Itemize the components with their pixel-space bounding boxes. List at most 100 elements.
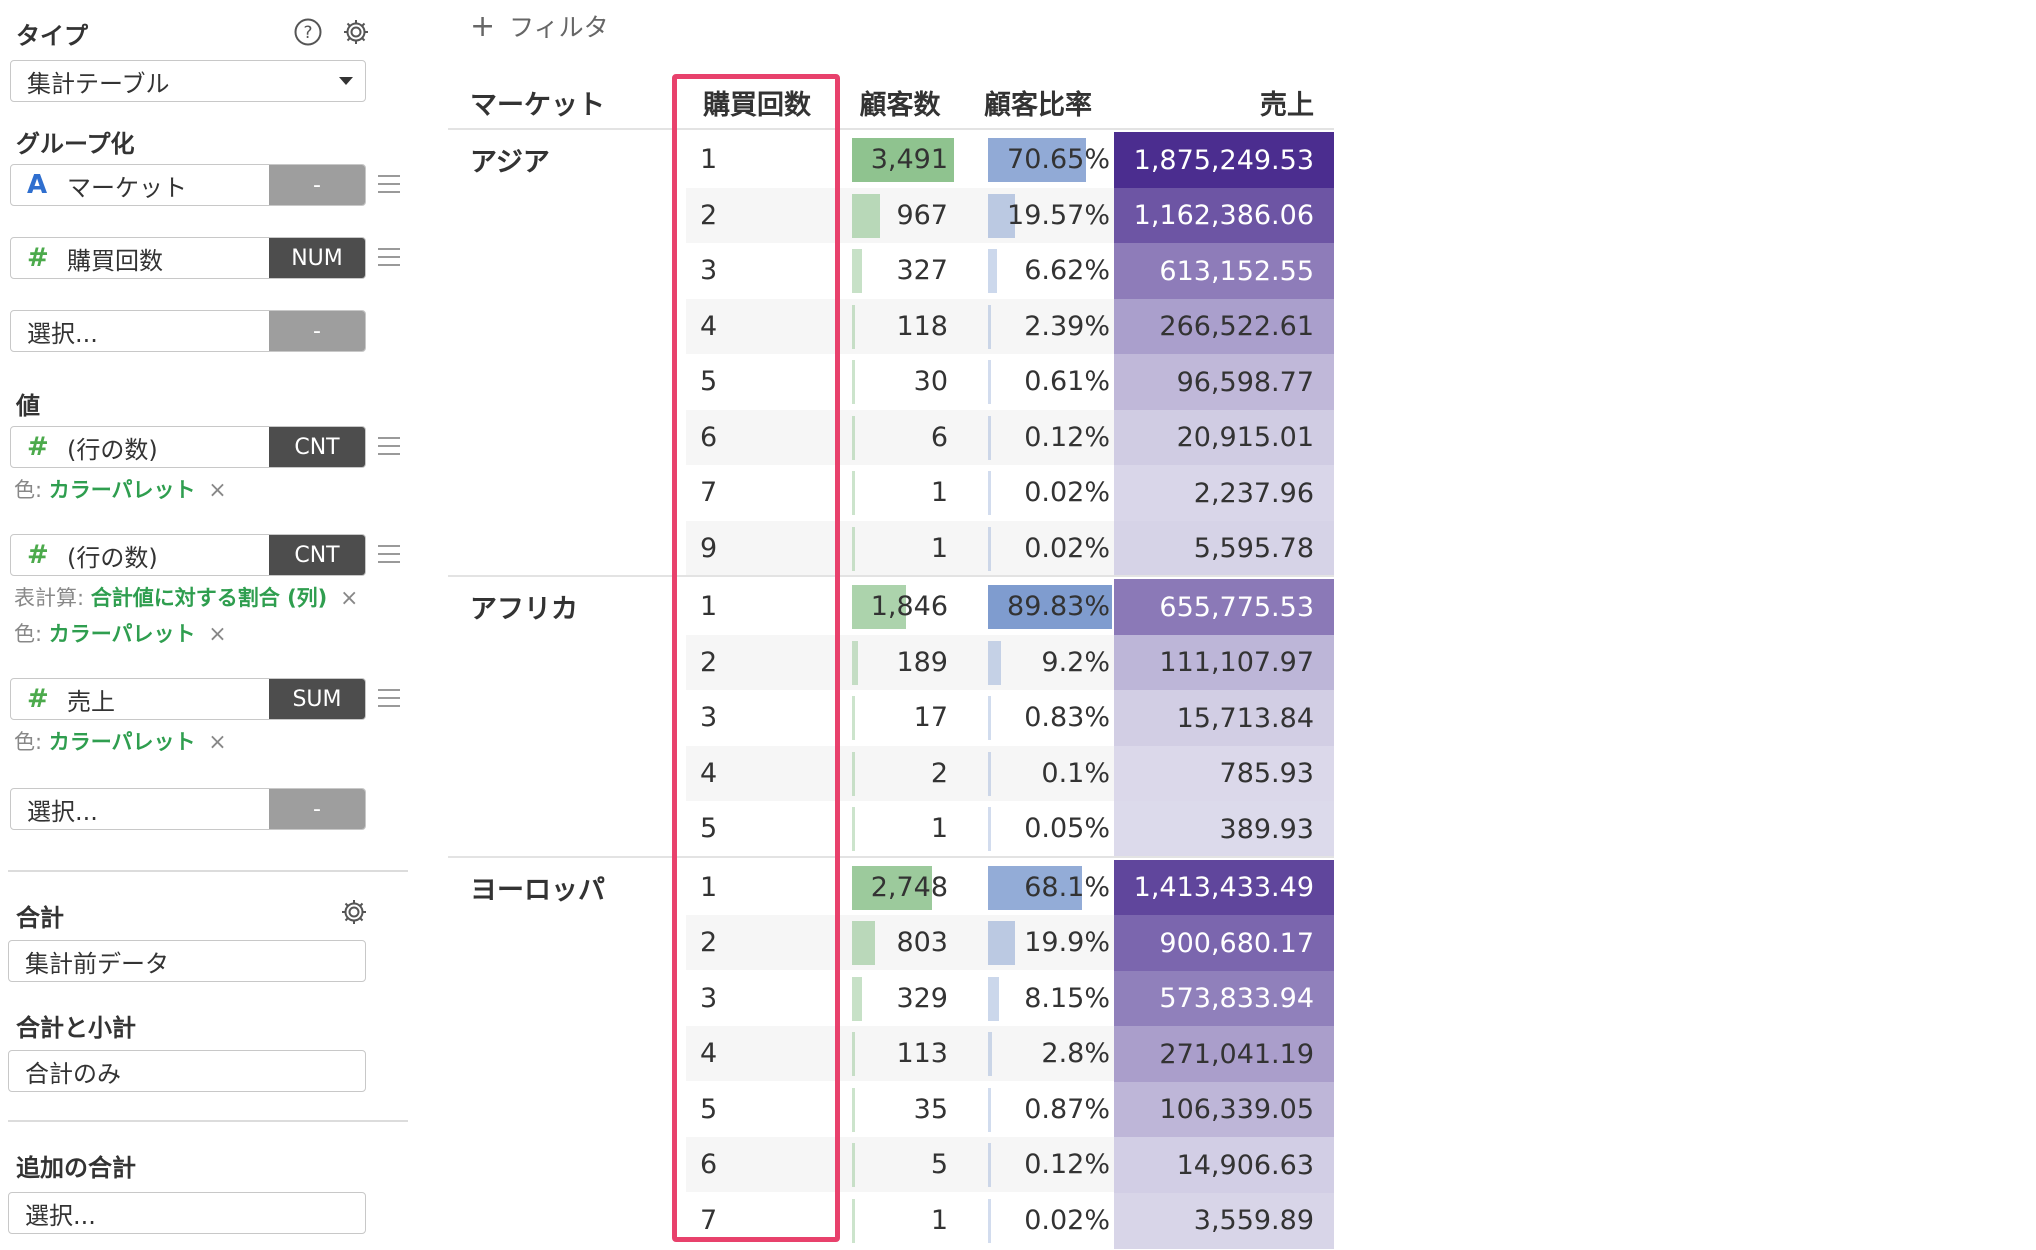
svg-text:?: ?	[303, 23, 312, 43]
color-palette-link[interactable]: カラーパレット	[48, 478, 196, 502]
sales-cell: 5,595.78	[1114, 520, 1334, 577]
group-field-tag[interactable]: NUM	[269, 238, 365, 278]
count-cell: 1	[700, 144, 718, 175]
customers-bar	[852, 976, 862, 1021]
market-label: アフリカ	[470, 594, 578, 625]
calc-link[interactable]: 合計値に対する割合 (列)	[90, 586, 328, 610]
sales-cell: 2,237.96	[1114, 465, 1334, 521]
sales-cell: 389.93	[1114, 801, 1334, 857]
count-cell: 3	[700, 255, 718, 286]
sales-cell: 613,152.55	[1114, 243, 1334, 299]
customers-bar	[852, 304, 856, 349]
value-field-tag[interactable]: -	[269, 789, 365, 829]
help-icon[interactable]: ?	[292, 16, 324, 48]
group-field-tag[interactable]: -	[269, 165, 365, 205]
group-field-select[interactable]: 選択... -	[10, 310, 366, 352]
customers-bar	[852, 138, 954, 182]
subtotal-section-title: 合計と小計	[16, 1014, 136, 1042]
add-filter-button[interactable]: + フィルタ	[470, 8, 609, 44]
close-icon[interactable]: ×	[208, 622, 227, 647]
group-field-tag[interactable]: -	[269, 311, 365, 351]
row-stripe	[686, 1026, 1114, 1081]
sales-cell: 106,339.05	[1114, 1081, 1334, 1138]
drag-handle-icon[interactable]	[378, 248, 400, 266]
customers-cell: 17	[913, 702, 948, 733]
ratio-cell: 9.2%	[1041, 646, 1110, 678]
drag-handle-icon[interactable]	[378, 689, 400, 707]
total-input[interactable]: 集計前データ	[8, 940, 366, 982]
value-field-select[interactable]: 選択... -	[10, 788, 366, 830]
market-label: アジア	[470, 147, 550, 178]
column-header-sales[interactable]: 売上	[1260, 89, 1314, 121]
ratio-bar	[988, 249, 998, 293]
value-field-tag[interactable]: SUM	[269, 679, 365, 719]
extra-total-input[interactable]: 選択...	[8, 1192, 366, 1234]
gear-icon[interactable]	[340, 16, 372, 48]
divider	[8, 870, 408, 872]
sales-cell: 1,875,249.53	[1114, 132, 1334, 188]
customers-cell: 189	[896, 646, 948, 678]
column-header-count[interactable]: 購買回数	[703, 89, 811, 121]
sales-cell: 15,713.84	[1114, 690, 1334, 746]
group-divider	[448, 575, 1334, 577]
value-field-label: 選択...	[27, 797, 98, 826]
count-cell: 7	[700, 477, 718, 508]
sales-cell: 785.93	[1114, 745, 1334, 802]
value-field-tag[interactable]: CNT	[269, 535, 365, 575]
color-palette-link[interactable]: カラーパレット	[48, 730, 196, 754]
group-field-count[interactable]: # 購買回数 NUM	[10, 237, 366, 279]
ratio-bar	[988, 921, 1016, 965]
number-type-icon: #	[27, 540, 49, 570]
ratio-cell: 0.1%	[1041, 757, 1110, 789]
value-field-rowcount-1[interactable]: # (行の数) CNT	[10, 426, 366, 468]
group-field-market[interactable]: A マーケット -	[10, 164, 366, 206]
ratio-cell: 89.83%	[1007, 591, 1110, 622]
close-icon[interactable]: ×	[208, 730, 227, 755]
sales-cell: 271,041.19	[1114, 1026, 1334, 1082]
type-section-title: タイプ	[16, 22, 88, 50]
customers-cell: 1	[930, 1204, 948, 1236]
ratio-bar	[988, 304, 992, 349]
ratio-bar	[988, 1032, 992, 1076]
customers-cell: 5	[930, 1149, 948, 1180]
ratio-cell: 19.57%	[1007, 199, 1110, 231]
drag-handle-icon[interactable]	[378, 175, 400, 193]
close-icon[interactable]: ×	[339, 586, 359, 611]
customers-cell: 118	[896, 310, 948, 342]
column-header-ratio[interactable]: 顧客比率	[984, 89, 1092, 121]
subtotal-input[interactable]: 合計のみ	[8, 1050, 366, 1092]
close-icon[interactable]: ×	[208, 478, 227, 503]
drag-handle-icon[interactable]	[378, 437, 400, 455]
column-header-market[interactable]: マーケット	[470, 89, 605, 121]
customers-bar	[852, 585, 906, 629]
gear-icon[interactable]	[338, 896, 370, 928]
customers-cell: 35	[913, 1093, 948, 1125]
plus-icon: +	[470, 8, 496, 44]
ratio-bar	[988, 696, 991, 740]
ratio-bar	[988, 865, 1082, 910]
sales-cell: 111,107.97	[1114, 634, 1334, 691]
row-stripe	[686, 298, 1114, 354]
column-header-customers[interactable]: 顧客数	[859, 89, 941, 121]
value-field-rowcount-2[interactable]: # (行の数) CNT	[10, 534, 366, 576]
value-field-sales[interactable]: # 売上 SUM	[10, 678, 366, 720]
color-palette-link[interactable]: カラーパレット	[48, 622, 196, 646]
ratio-cell: 0.83%	[1024, 702, 1110, 733]
row-stripe	[686, 915, 1114, 970]
count-cell: 5	[700, 813, 718, 844]
customers-cell: 1	[930, 532, 948, 564]
count-cell: 1	[700, 591, 718, 622]
sales-cell: 900,680.17	[1114, 915, 1334, 971]
drag-handle-icon[interactable]	[378, 545, 400, 563]
customers-cell: 1	[930, 813, 948, 844]
value-section-title: 値	[16, 392, 40, 420]
value-field-tag[interactable]: CNT	[269, 427, 365, 467]
customers-cell: 327	[896, 255, 948, 286]
ratio-bar	[988, 640, 1001, 685]
group-field-label: マーケット	[67, 173, 187, 202]
ratio-cell: 2.39%	[1024, 310, 1110, 342]
row-stripe	[686, 745, 1114, 801]
type-select[interactable]: 集計テーブル	[10, 60, 366, 102]
ratio-bar	[988, 526, 991, 571]
customers-bar	[852, 807, 855, 851]
